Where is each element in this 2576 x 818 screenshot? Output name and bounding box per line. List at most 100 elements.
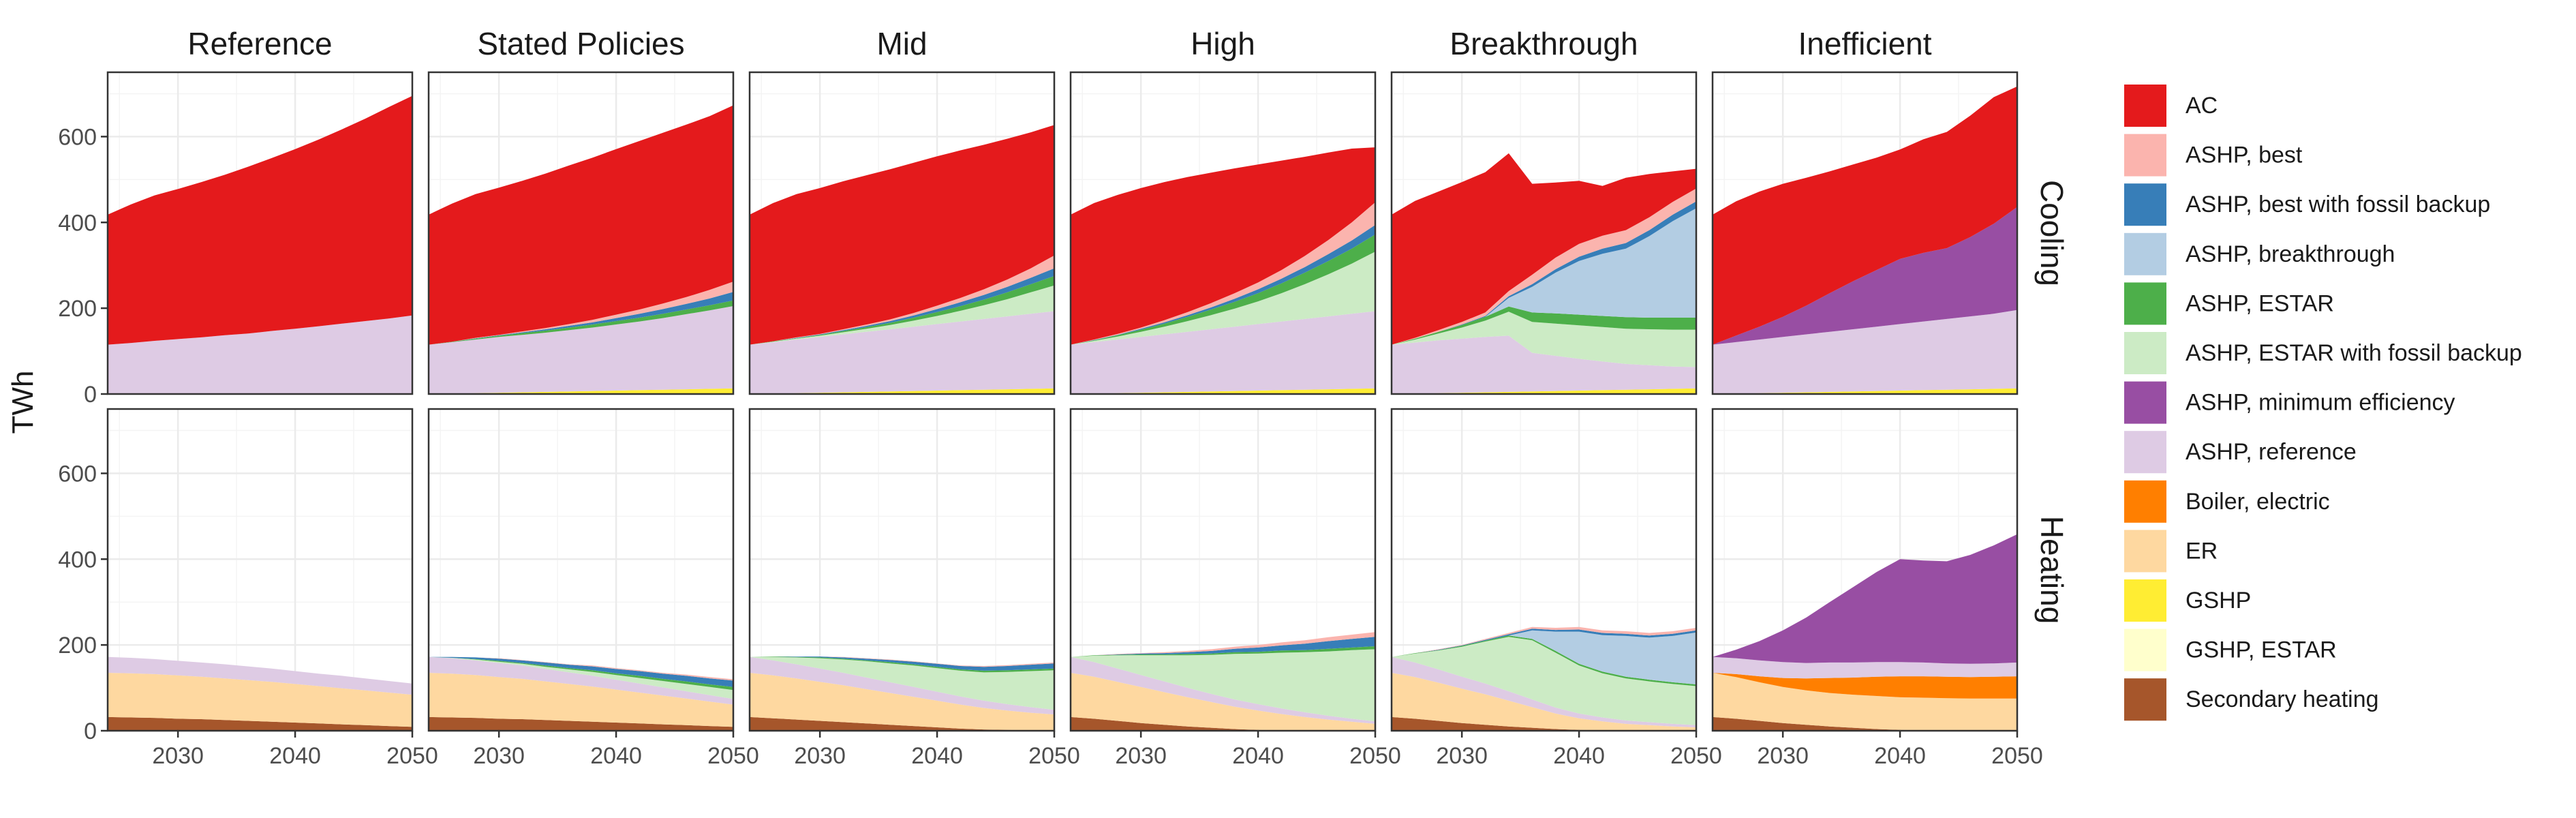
y-tick-label: 600 [58,124,97,150]
facet-column-titles: Reference Stated Policies Mid High Breakthro… [187,26,1931,61]
facet-strip-heating: Heating [2034,516,2070,624]
legend-label: GSHP, ESTAR [2186,637,2337,663]
area-er [750,673,1054,731]
panel-mid-heating [748,408,1056,732]
area-ac [1071,147,1375,345]
facet-title-stated-policies: Stated Policies [477,26,684,61]
area-ashp-reference [1071,311,1375,394]
y-tick-label: 0 [84,718,97,744]
panel-breakthrough-cooling [1390,71,1698,395]
panel-border [748,408,1056,732]
legend-item-gshp: GSHP [2124,579,2251,622]
stacked-areas [1713,86,2017,394]
panel-border [106,71,414,395]
area-ac [750,125,1054,345]
area-ashp-estar [1071,646,1375,657]
y-tick-label: 0 [84,382,97,408]
legend-item-ashp-best-with-fossil-backup: ASHP, best with fossil backup [2124,183,2490,226]
area-ashp-estar-with-fossil-backup [750,285,1054,345]
legend-label: ASHP, breakthrough [2186,241,2395,267]
x-tick-label: 2050 [386,743,438,769]
area-gshp [1713,388,2017,394]
legend-swatch [2124,530,2166,573]
panel-border [1069,71,1377,395]
area-ashp-estar [1392,635,1696,686]
facet-title-inefficient: Inefficient [1798,26,1931,61]
area-ac [1392,153,1696,345]
area-ashp-reference [429,306,733,394]
area-ashp-estar-with-fossil-backup [1392,312,1696,367]
x-tick-label: 2050 [1349,743,1401,769]
area-ashp-estar [1392,306,1696,345]
stacked-areas [1071,147,1375,394]
area-ashp-reference [750,311,1054,394]
facet-title-reference: Reference [187,26,332,61]
area-ashp-reference [1713,309,2017,394]
panel-border [1711,71,2019,395]
panel-high-cooling [1069,71,1377,395]
y-tick-label: 200 [58,633,97,658]
area-ac [429,105,733,345]
legend-item-ashp-best: ASHP, best [2124,134,2303,177]
area-boiler-electric [1713,673,2017,699]
x-tick-label: 2030 [1436,743,1488,769]
legend-swatch [2124,678,2166,721]
legend-item-boiler-electric: Boiler, electric [2124,480,2330,523]
panel-border [1390,408,1698,732]
stacked-areas [1071,632,1375,731]
legend-item-secondary-heating: Secondary heating [2124,678,2379,721]
area-secondary-heating [429,716,733,731]
stacked-areas [750,656,1054,731]
legend-swatch [2124,232,2166,275]
panel-border [106,408,414,732]
area-er [429,673,733,727]
panel-inefficient-heating [1711,408,2019,732]
panel-inefficient-cooling [1711,71,2019,395]
panel-border [427,71,735,395]
area-ashp-breakthrough [1392,630,1696,684]
area-ashp-estar [750,656,1054,673]
panel-border [1069,408,1377,732]
legend-item-ashp-minimum-efficiency: ASHP, minimum efficiency [2124,381,2455,424]
area-ashp-estar-with-fossil-backup [750,656,1054,710]
area-ashp-reference [1713,656,2017,679]
legend-label: ASHP, best with fossil backup [2186,192,2490,217]
panel-reference-cooling [106,71,414,395]
panel-reference-heating [106,408,414,732]
legend-label: ASHP, reference [2186,439,2357,465]
panel-stated-policies-heating [427,408,735,732]
legend-swatch [2124,628,2166,671]
area-ashp-reference [108,656,412,695]
x-tick-label: 2040 [269,743,321,769]
legend-item-ashp-breakthrough: ASHP, breakthrough [2124,232,2395,275]
legend-swatch [2124,332,2166,374]
legend-label: GSHP [2186,588,2251,614]
facet-row-strips: Cooling Heating [2034,180,2070,624]
y-tick-label: 400 [58,210,97,236]
area-ashp-best-with-fossil-backup [1392,628,1696,657]
panel-border [427,408,735,732]
panels-layer [106,71,2019,732]
legend-label: ASHP, best [2186,142,2303,168]
area-er [1713,673,2017,731]
stacked-areas [429,656,733,731]
stacked-areas [1392,626,1696,731]
area-secondary-heating [1713,716,2017,731]
x-tick-label: 2050 [707,743,759,769]
legend-item-er: ER [2124,530,2218,573]
facet-title-mid: Mid [876,26,927,61]
x-tick-label: 2040 [911,743,963,769]
stacked-areas [108,656,412,731]
legend-item-ashp-estar-with-fossil-backup: ASHP, ESTAR with fossil backup [2124,332,2522,374]
panel-border [1390,71,1698,395]
legend-swatch [2124,134,2166,177]
area-ac [1713,86,2017,345]
x-tick-label: 2040 [1874,743,1926,769]
area-ashp-best [1392,188,1696,345]
area-gshp [429,388,733,394]
area-ashp-estar-with-fossil-backup [1071,649,1375,722]
stacked-areas [750,125,1054,394]
legend-label: AC [2186,93,2218,119]
area-ashp-reference [108,315,412,394]
